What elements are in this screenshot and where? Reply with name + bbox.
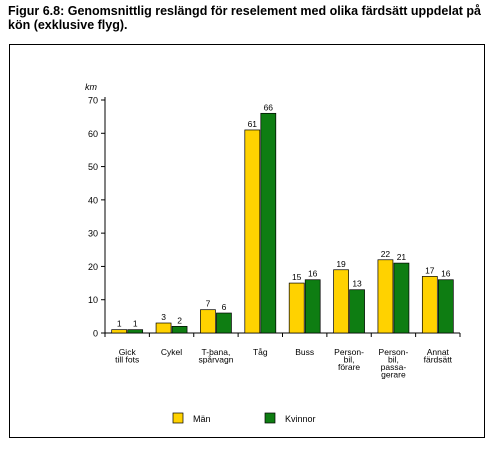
bar: [333, 269, 349, 334]
x-tick-label: färdsätt: [424, 355, 453, 365]
bar: [393, 262, 410, 334]
data-label: 7: [206, 299, 211, 309]
bar: [437, 279, 454, 334]
bar: [155, 322, 172, 334]
bar: [260, 112, 277, 334]
data-label: 13: [352, 279, 362, 289]
bar: [244, 129, 261, 334]
data-label: 15: [292, 272, 302, 282]
data-label: 3: [161, 312, 166, 322]
data-label: 19: [336, 259, 346, 269]
y-tick-label: 10: [88, 295, 98, 305]
x-tick-label: passa-: [381, 362, 407, 372]
y-tick-label: 40: [88, 195, 98, 205]
bar: [127, 329, 144, 334]
x-tick-label: bil,: [388, 355, 399, 365]
data-label: 61: [248, 119, 258, 129]
data-label: 2: [177, 315, 182, 325]
data-label: 21: [397, 252, 407, 262]
x-tick-label: Person-: [379, 347, 409, 357]
y-tick-label: 70: [88, 96, 98, 106]
legend-label: Kvinnor: [285, 414, 316, 424]
bar: [216, 312, 232, 334]
y-axis-label: km: [85, 82, 98, 92]
legend-swatch: [264, 412, 276, 424]
bar: [377, 259, 394, 334]
bar: [421, 276, 438, 334]
legend-label: Män: [193, 414, 211, 424]
bar: [349, 289, 365, 334]
data-label: 66: [264, 102, 274, 112]
data-label: 17: [425, 265, 435, 275]
y-tick-label: 60: [88, 129, 98, 139]
data-label: 16: [441, 269, 451, 279]
bar: [171, 325, 188, 334]
x-tick-label: gerare: [381, 370, 406, 380]
x-tick-label: Buss: [295, 347, 314, 357]
x-tick-label: Tåg: [253, 347, 268, 357]
data-label: 6: [222, 302, 227, 312]
data-label: 16: [308, 269, 318, 279]
y-tick-label: 50: [88, 162, 98, 172]
x-tick-label: Gick: [119, 347, 137, 357]
data-label: 22: [381, 249, 391, 259]
y-tick-label: 30: [88, 229, 98, 239]
y-tick-label: 20: [88, 262, 98, 272]
legend-swatch: [172, 412, 184, 424]
bar: [200, 309, 216, 334]
data-label: 1: [133, 319, 138, 329]
y-tick-label: 0: [93, 329, 98, 339]
x-tick-label: Cykel: [161, 347, 182, 357]
chart-frame: [9, 44, 485, 438]
x-tick-label: T-bana,: [202, 347, 231, 357]
bar: [304, 279, 321, 334]
x-tick-label: Person-: [334, 347, 364, 357]
x-tick-label: spårvagn: [198, 355, 233, 365]
x-tick-label: Annat: [427, 347, 450, 357]
x-tick-label: bil,: [344, 355, 355, 365]
x-tick-label: förare: [338, 362, 360, 372]
figure-title: Figur 6.8: Genomsnittlig reslängd för re…: [8, 4, 482, 32]
data-label: 1: [117, 319, 122, 329]
bar: [288, 282, 305, 334]
bar: [111, 329, 128, 334]
x-tick-label: till fots: [115, 355, 139, 365]
